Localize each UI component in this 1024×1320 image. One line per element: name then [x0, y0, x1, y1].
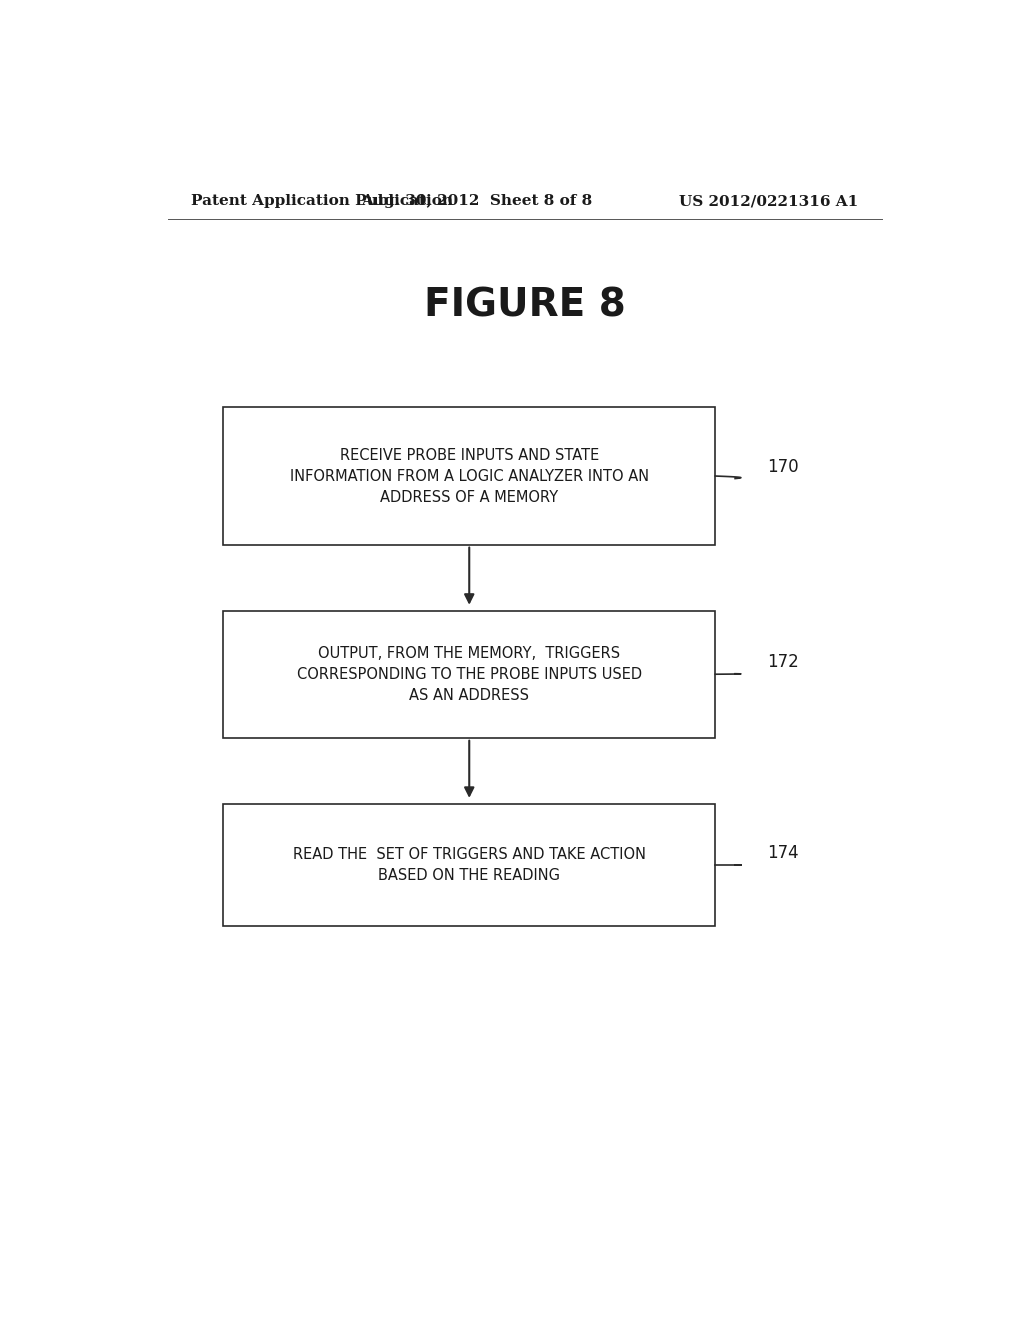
Text: Patent Application Publication: Patent Application Publication — [191, 194, 454, 209]
Text: FIGURE 8: FIGURE 8 — [424, 286, 626, 325]
Text: RECEIVE PROBE INPUTS AND STATE
INFORMATION FROM A LOGIC ANALYZER INTO AN
ADDRESS: RECEIVE PROBE INPUTS AND STATE INFORMATI… — [290, 447, 649, 504]
Text: OUTPUT, FROM THE MEMORY,  TRIGGERS
CORRESPONDING TO THE PROBE INPUTS USED
AS AN : OUTPUT, FROM THE MEMORY, TRIGGERS CORRES… — [297, 645, 642, 702]
FancyBboxPatch shape — [223, 804, 715, 925]
Text: 174: 174 — [767, 843, 799, 862]
Text: READ THE  SET OF TRIGGERS AND TAKE ACTION
BASED ON THE READING: READ THE SET OF TRIGGERS AND TAKE ACTION… — [293, 847, 646, 883]
FancyBboxPatch shape — [223, 611, 715, 738]
Text: Aug. 30, 2012  Sheet 8 of 8: Aug. 30, 2012 Sheet 8 of 8 — [361, 194, 593, 209]
Text: 170: 170 — [767, 458, 799, 475]
Text: US 2012/0221316 A1: US 2012/0221316 A1 — [679, 194, 858, 209]
Text: 172: 172 — [767, 652, 799, 671]
FancyBboxPatch shape — [223, 408, 715, 545]
